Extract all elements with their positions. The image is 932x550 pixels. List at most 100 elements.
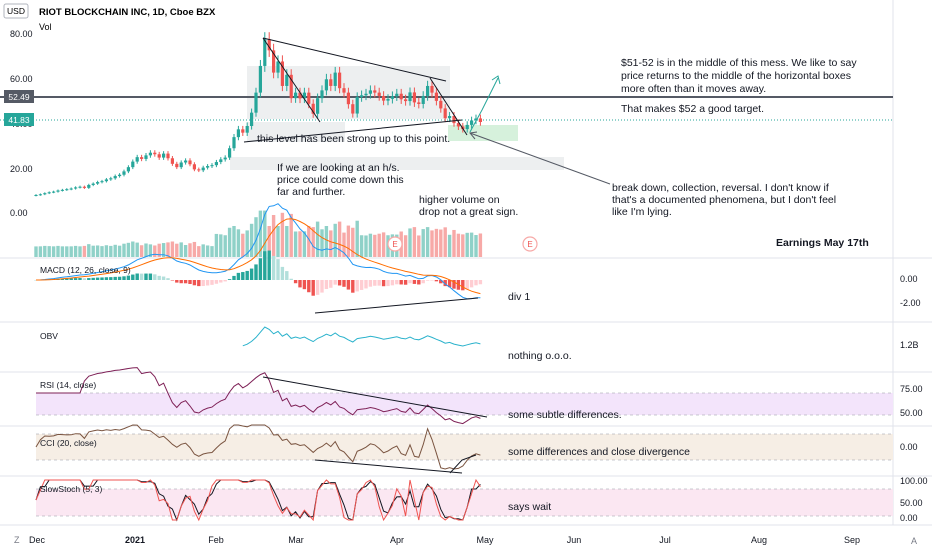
macd-bar [91,277,95,280]
macd-bar [315,280,320,295]
volume-bar [280,212,285,257]
macd-tick: -2.00 [900,298,921,308]
macd-bar [192,280,197,286]
macd-bar [447,280,452,288]
volume-bar [135,242,139,257]
macd-bar [236,272,241,280]
volume-bar [227,227,232,257]
volume-bar [342,232,346,257]
volume-bar [461,234,465,257]
macd-tick: 0.00 [900,274,918,284]
time-tick: Mar [288,535,304,545]
candle-body [289,74,293,99]
macd-bar [443,280,447,287]
volume-bar [56,245,60,257]
macd-signal-line [36,218,481,295]
macd-bar [333,280,337,285]
last-price-label: 41.83 [8,115,30,125]
candle-body [417,102,421,104]
volume-bar [302,231,307,257]
macd-bar [474,280,478,286]
macd-bar [320,280,324,293]
macd-bar [337,280,342,286]
volume-bar [267,226,271,257]
macd-bar [377,280,381,286]
rsi-label: RSI (14, close) [40,380,96,390]
candle-body [474,118,478,121]
candle-body [412,92,416,103]
auto-scale-icon[interactable]: A [911,536,917,546]
candle-body [126,167,130,172]
volume-bar [60,246,65,257]
macd-bar [183,280,188,284]
volume-bar [276,226,280,257]
macd-bar [232,275,236,280]
macd-bar [157,275,161,280]
candle-body [144,155,148,159]
volume-bar [183,245,188,257]
candle-body [206,166,210,168]
cci-note: some differences and close divergence [508,446,690,458]
volume-bar [157,243,161,257]
macd-bar [254,264,258,280]
macd-bar [100,277,104,280]
note-line: this level has been strong up to this po… [257,133,450,145]
candle-body [170,158,174,164]
macd-bar [139,273,144,280]
volume-bar [210,246,214,257]
notes: $51-52 is in the middle of this mess. We… [257,57,869,513]
trend-lines [243,37,488,474]
candle-body [338,72,342,89]
candle-body [351,104,355,114]
candle-body [228,148,232,158]
volume-bar [179,242,183,257]
note-line: higher volume on [419,194,500,206]
macd-bar [113,276,117,280]
candle-body [188,160,192,165]
candle-body [179,162,183,168]
time-tick: Jun [567,535,582,545]
note-line: drop not a great sign. [419,206,518,218]
candle-body [210,165,214,167]
macd-bar [258,258,263,280]
volume-bars [34,210,483,257]
earnings-marker[interactable]: E [522,236,538,252]
note-line: price returns to the middle of the horiz… [621,70,851,82]
volume-bar [307,226,311,257]
volume-bar [197,246,201,257]
earnings-marker[interactable]: E [387,236,403,252]
macd-bar [478,280,483,285]
volume-bar [65,246,69,257]
macd-bar [461,280,465,291]
target-badge [4,90,34,103]
candle-body [342,88,346,93]
volume-bar [51,246,56,257]
macd-bar [210,280,214,285]
zoom-icon[interactable]: Z [14,535,20,545]
macd-bar [276,259,280,280]
macd-bar [439,280,443,284]
candle-body [109,178,113,180]
stoch-d-line [35,478,481,522]
volume-bar [258,210,263,257]
symbol-title[interactable]: RIOT BLOCKCHAIN INC, 1D, Cboe BZX [39,7,216,18]
volume-bar [201,244,205,257]
volume-bar [95,245,100,257]
volume-bar [153,245,157,257]
volume-bar [289,213,293,257]
macd-bar [355,280,359,292]
volume-bar [214,233,219,257]
rsi-note: some subtle differences. [508,409,622,421]
candle-body [324,79,328,91]
candle-body [364,93,368,96]
macd-bar [245,270,249,280]
currency-badge[interactable] [3,3,29,19]
time-tick: Feb [208,535,224,545]
candle-body [360,95,364,98]
macd-histogram [34,250,483,296]
macd-bar [117,276,122,280]
note-line: that's a documented phenomena, but I don… [612,194,836,206]
macd-bar [381,280,386,287]
candle-body [153,152,157,155]
